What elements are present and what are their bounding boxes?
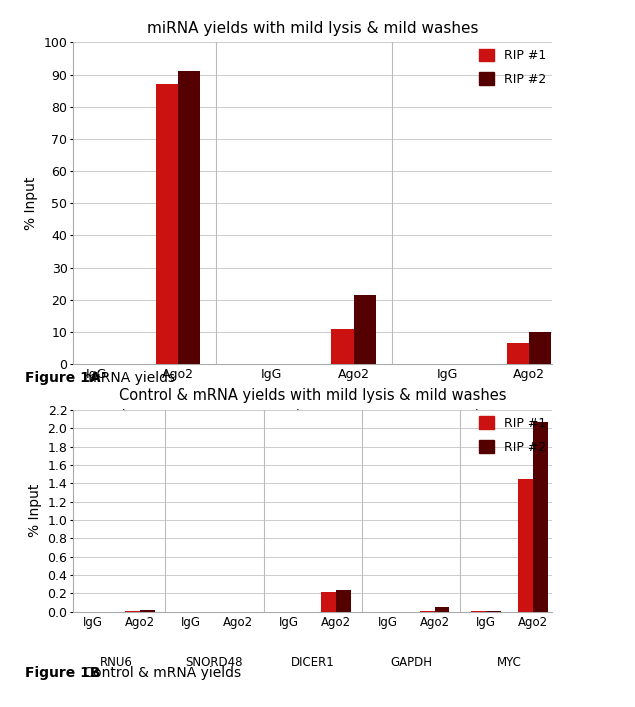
Bar bbox=[140, 610, 155, 612]
Y-axis label: % Input: % Input bbox=[24, 177, 38, 230]
Title: Control & mRNA yields with mild lysis & mild washes: Control & mRNA yields with mild lysis & … bbox=[119, 388, 507, 403]
Text: RNU6: RNU6 bbox=[100, 656, 133, 669]
Text: miR191: miR191 bbox=[464, 409, 512, 421]
Text: let7c: let7c bbox=[122, 409, 153, 421]
Text: SNORD48: SNORD48 bbox=[186, 656, 243, 669]
Text: miRNA yields: miRNA yields bbox=[79, 371, 175, 385]
Bar bbox=[321, 592, 337, 612]
Text: DICER1: DICER1 bbox=[291, 656, 335, 669]
Text: Figure 1A: Figure 1A bbox=[25, 371, 101, 385]
Bar bbox=[354, 295, 376, 364]
Y-axis label: % Input: % Input bbox=[28, 484, 42, 537]
Bar bbox=[434, 607, 450, 612]
Bar bbox=[507, 343, 529, 364]
Text: Control & mRNA yields: Control & mRNA yields bbox=[79, 666, 241, 680]
Text: miR125a: miR125a bbox=[285, 409, 340, 421]
Bar bbox=[156, 84, 178, 364]
Bar bbox=[471, 611, 486, 612]
Bar bbox=[337, 590, 351, 612]
Bar bbox=[529, 332, 551, 364]
Bar bbox=[420, 611, 434, 612]
Text: GAPDH: GAPDH bbox=[390, 656, 432, 669]
Bar bbox=[178, 71, 201, 364]
Bar bbox=[518, 479, 533, 612]
Bar bbox=[331, 329, 354, 364]
Text: MYC: MYC bbox=[497, 656, 522, 669]
Legend: RIP #1, RIP #2: RIP #1, RIP #2 bbox=[479, 49, 546, 86]
Bar bbox=[533, 422, 548, 612]
Bar bbox=[486, 611, 500, 612]
Title: miRNA yields with mild lysis & mild washes: miRNA yields with mild lysis & mild wash… bbox=[147, 21, 479, 35]
Bar bbox=[125, 611, 140, 612]
Legend: RIP #1, RIP #2: RIP #1, RIP #2 bbox=[479, 416, 546, 454]
Text: Figure 1B: Figure 1B bbox=[25, 666, 101, 680]
